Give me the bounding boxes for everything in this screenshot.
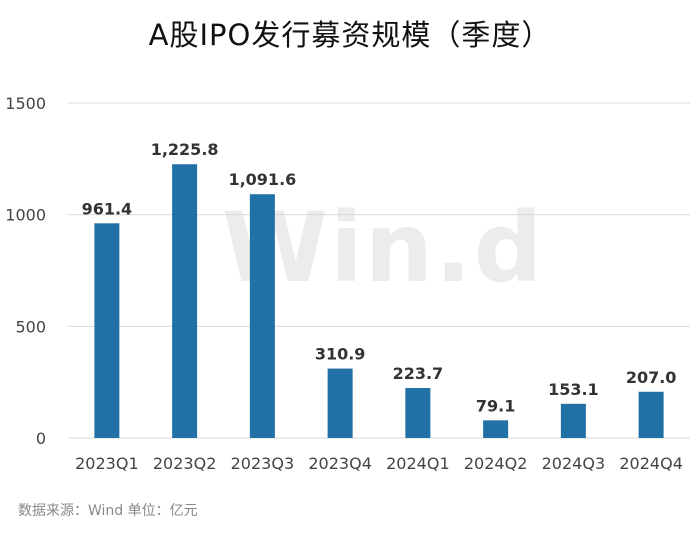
y-tick-label: 500: [15, 317, 46, 336]
data-label: 1,091.6: [228, 170, 296, 189]
bar: [172, 164, 198, 438]
x-tick-label: 2024Q2: [464, 454, 528, 473]
watermark: Win.d: [222, 192, 545, 304]
x-tick-label: 2024Q4: [619, 454, 683, 473]
data-label: 1,225.8: [151, 140, 219, 159]
data-label: 310.9: [315, 345, 366, 364]
bar: [638, 391, 664, 438]
y-axis-ticks: 0 500 1000 1500: [5, 94, 46, 448]
bar: [327, 368, 353, 438]
x-tick-label: 2023Q2: [153, 454, 217, 473]
bar: [249, 194, 275, 438]
x-tick-label: 2023Q4: [308, 454, 372, 473]
bar: [94, 223, 120, 438]
data-label: 223.7: [393, 364, 444, 383]
chart-title: A股IPO发行募资规模（季度）: [148, 18, 552, 52]
data-label: 961.4: [82, 199, 133, 218]
data-label: 207.0: [626, 368, 677, 387]
gridlines: [68, 102, 690, 439]
bar: [560, 403, 586, 438]
bars: [94, 164, 664, 438]
x-tick-label: 2024Q3: [542, 454, 606, 473]
source-note: 数据来源：Wind 单位：亿元: [18, 503, 198, 519]
bar: [405, 388, 431, 438]
value-labels: 961.4 1,225.8 1,091.6 310.9 223.7 79.1 153.1 20…: [82, 140, 677, 415]
y-tick-label: 0: [36, 429, 46, 448]
y-tick-label: 1000: [5, 206, 46, 225]
data-label: 153.1: [548, 380, 599, 399]
data-label: 79.1: [476, 396, 515, 415]
y-tick-label: 1500: [5, 94, 46, 113]
x-tick-label: 2024Q1: [386, 454, 450, 473]
x-tick-label: 2023Q3: [231, 454, 295, 473]
bar: [483, 420, 509, 438]
x-axis-ticks: 2023Q1 2023Q2 2023Q3 2023Q4 2024Q1 2024Q2 2024…: [75, 454, 683, 473]
x-tick-label: 2023Q1: [75, 454, 139, 473]
